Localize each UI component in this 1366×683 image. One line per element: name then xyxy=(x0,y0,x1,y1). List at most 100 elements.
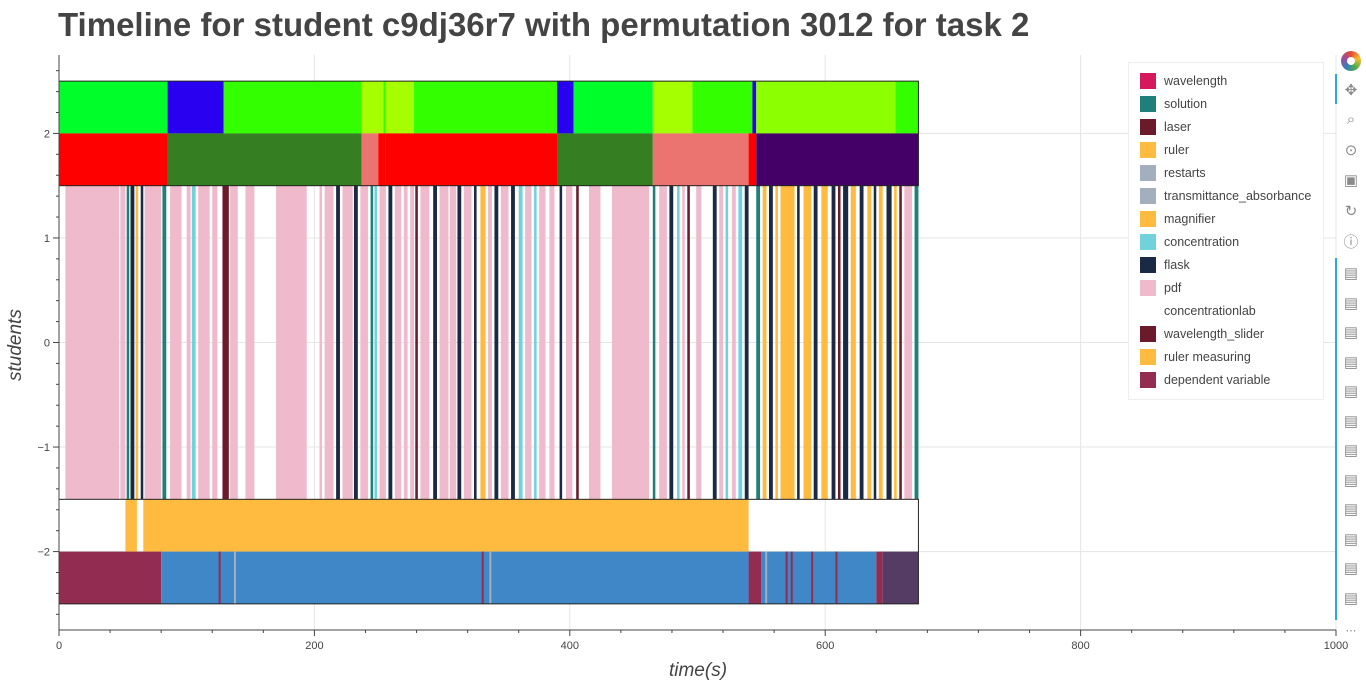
timeline-segment xyxy=(669,185,674,500)
timeline-segment xyxy=(894,185,897,500)
legend-label: ruler measuring xyxy=(1164,350,1251,364)
legend-swatch xyxy=(1140,349,1156,365)
hover-icon[interactable]: ▤ xyxy=(1343,412,1359,430)
timeline-segment xyxy=(904,185,913,500)
legend-swatch xyxy=(1140,372,1156,388)
timeline-segment xyxy=(360,185,369,500)
timeline-mark xyxy=(218,551,221,604)
timeline-segment xyxy=(488,185,492,500)
timeline-segment xyxy=(914,185,919,500)
legend-item[interactable]: pdf xyxy=(1140,279,1181,297)
timeline-segment xyxy=(361,81,384,134)
hover-icon[interactable]: ▤ xyxy=(1343,589,1359,607)
hover-icon[interactable]: ▤ xyxy=(1343,265,1359,282)
timeline-segment xyxy=(748,133,757,186)
timeline-segment xyxy=(712,185,717,500)
timeline-segment xyxy=(565,185,573,500)
timeline-segment xyxy=(557,81,574,134)
timeline-segment xyxy=(319,185,323,500)
hover-icon[interactable]: ▤ xyxy=(1343,383,1359,400)
timeline-segment xyxy=(198,185,210,500)
hover-icon[interactable]: ▤ xyxy=(1343,530,1359,548)
legend-item[interactable]: laser xyxy=(1140,118,1191,136)
timeline-segment xyxy=(449,185,457,500)
legend-item[interactable]: wavelength_slider xyxy=(1140,325,1264,343)
timeline-mark xyxy=(790,551,793,604)
timeline-segment xyxy=(230,185,238,500)
timeline-segment xyxy=(756,185,761,500)
legend-label: wavelength_slider xyxy=(1164,327,1265,341)
timeline-segment xyxy=(719,185,724,500)
timeline-segment xyxy=(573,81,653,134)
legend-label: pdf xyxy=(1164,281,1182,295)
box-zoom-icon[interactable]: ⌕ xyxy=(1346,111,1356,128)
timeline-segment xyxy=(882,551,919,604)
timeline-segment xyxy=(748,551,762,604)
legend-item[interactable]: ruler xyxy=(1140,141,1189,159)
tool-active-indicator xyxy=(1335,74,1337,104)
more-tools-icon[interactable]: ⋯ xyxy=(1345,625,1357,637)
legend-item[interactable]: ruler measuring xyxy=(1140,348,1251,366)
chart-title: Timeline for student c9dj36r7 with permu… xyxy=(58,6,1030,43)
timeline-segment xyxy=(276,185,307,500)
pan-icon[interactable]: ✥ xyxy=(1344,82,1358,99)
axes: 0 200 400 600 800 1000 2 1 0 −1 −2 xyxy=(37,55,1348,652)
timeline-segment xyxy=(867,185,872,500)
save-icon[interactable]: ▣ xyxy=(1343,172,1359,189)
timeline-mark xyxy=(481,551,484,604)
timeline-segment xyxy=(433,185,437,500)
timeline-segment xyxy=(403,185,408,500)
legend-label: wavelength xyxy=(1164,74,1228,88)
hover-icon[interactable]: ▤ xyxy=(1343,501,1359,518)
timeline-segment xyxy=(480,185,486,500)
legend-label: dependent variable xyxy=(1164,373,1271,387)
timeline-segment xyxy=(813,185,818,500)
timeline-segment xyxy=(385,133,558,186)
legend-item[interactable]: concentration xyxy=(1140,233,1239,251)
bokeh-logo-icon[interactable] xyxy=(1341,51,1361,71)
hover-icon[interactable]: ▤ xyxy=(1343,353,1359,371)
timeline-segment xyxy=(611,185,649,500)
timeline-segment xyxy=(378,133,386,186)
timeline-segment xyxy=(780,185,795,500)
timeline-segment xyxy=(850,185,856,500)
timeline-segment xyxy=(588,185,601,500)
timeline-segment xyxy=(385,81,415,134)
timeline-segment xyxy=(336,185,340,500)
legend-swatch xyxy=(1140,234,1156,250)
hover-icon[interactable]: ▤ xyxy=(1343,442,1359,459)
legend-item[interactable]: magnifier xyxy=(1140,210,1215,228)
legend-swatch xyxy=(1140,96,1156,112)
legend-swatch xyxy=(1140,119,1156,135)
legend-item[interactable]: wavelength xyxy=(1140,72,1227,90)
timeline-segment xyxy=(383,81,386,134)
timeline-segment xyxy=(245,185,255,500)
legend-swatch xyxy=(1140,211,1156,227)
reset-icon[interactable]: ↻ xyxy=(1344,203,1358,220)
legend-item[interactable]: restarts xyxy=(1140,164,1206,182)
timeline-segment xyxy=(886,185,892,500)
timeline-segment xyxy=(388,185,393,500)
hover-icon[interactable]: ▤ xyxy=(1343,324,1359,341)
hover-icon[interactable]: ▤ xyxy=(1343,560,1359,577)
timeline-segment xyxy=(549,185,555,500)
timeline-segment xyxy=(59,81,168,134)
legend-item[interactable]: transmittance_absorbance xyxy=(1140,187,1311,205)
timeline-mark xyxy=(811,551,814,604)
timeline-segment xyxy=(361,133,379,186)
legend-item[interactable]: concentrationlab xyxy=(1140,302,1256,320)
legend[interactable]: wavelength solution laser ruler restarts tran… xyxy=(1128,62,1324,400)
legend-item[interactable]: flask xyxy=(1140,256,1190,274)
legend-item[interactable]: dependent variable xyxy=(1140,371,1270,389)
timeline-segment xyxy=(738,185,743,500)
timeline-segment xyxy=(744,185,749,500)
legend-swatch xyxy=(1140,326,1156,342)
legend-item[interactable]: solution xyxy=(1140,95,1207,113)
wheel-zoom-icon[interactable]: ⊙ xyxy=(1344,142,1358,159)
timeline-segment xyxy=(559,185,563,500)
help-icon[interactable]: ⓘ xyxy=(1343,234,1359,251)
y-tick-label: −1 xyxy=(37,442,50,454)
hover-icon[interactable]: ▤ xyxy=(1343,471,1359,489)
hover-icon[interactable]: ▤ xyxy=(1343,294,1359,312)
